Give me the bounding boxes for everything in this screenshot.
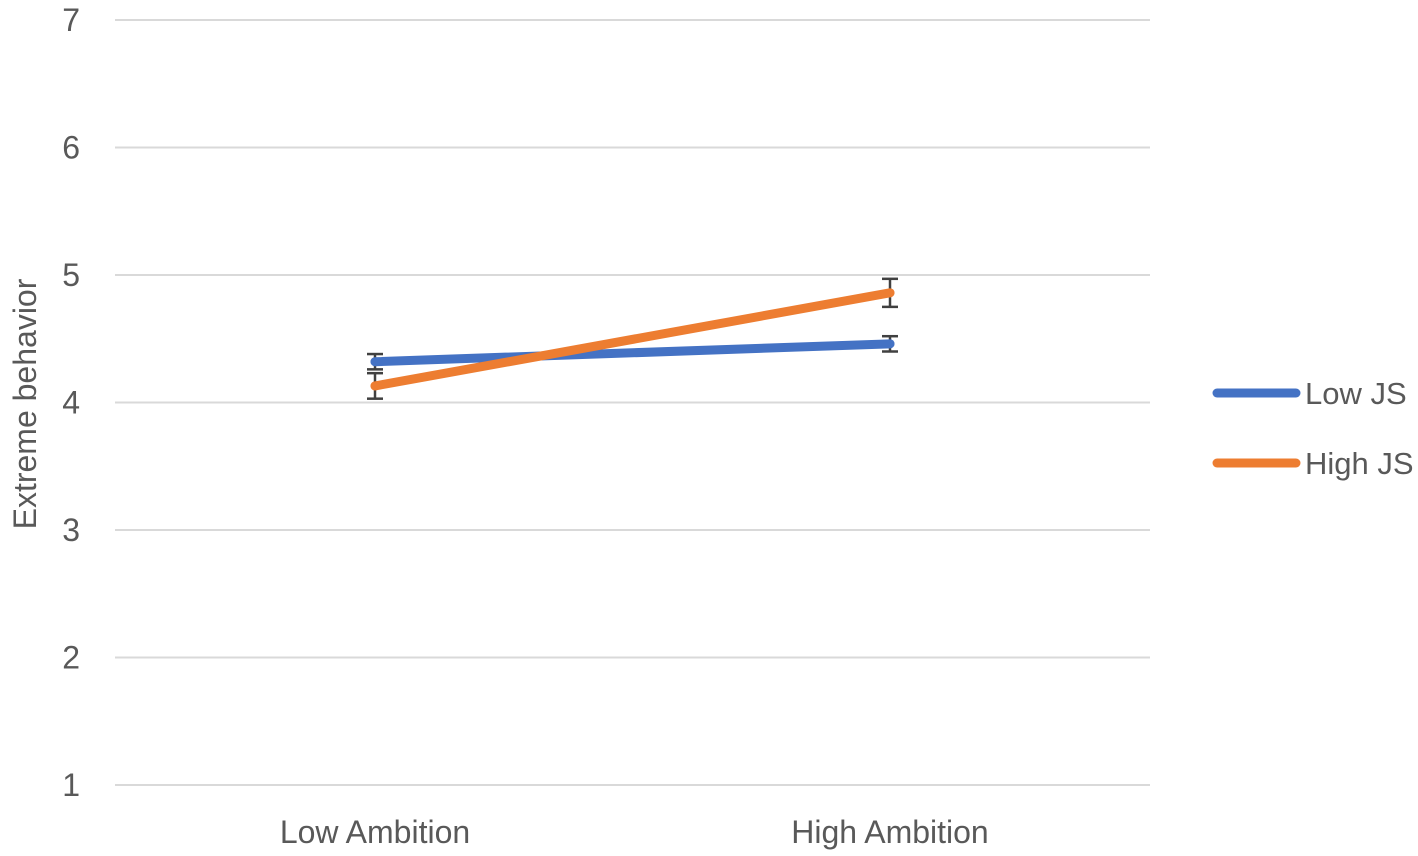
x-tick-label: Low Ambition — [280, 814, 470, 850]
y-tick-label: 7 — [62, 2, 80, 38]
y-axis-ticks: 1 2 3 4 5 6 7 — [62, 2, 80, 803]
y-tick-label: 5 — [62, 257, 80, 293]
y-tick-label: 2 — [62, 640, 80, 676]
gridlines — [115, 19, 1150, 786]
data-point — [885, 288, 895, 298]
legend-label: High JS — [1305, 446, 1414, 481]
series-layer — [367, 277, 898, 400]
data-point — [370, 357, 380, 367]
data-point — [885, 339, 895, 349]
x-tick-label: High Ambition — [791, 814, 988, 850]
data-point — [370, 381, 380, 391]
x-axis-ticks: Low Ambition High Ambition — [280, 814, 989, 850]
series-line — [370, 288, 895, 391]
y-tick-label: 4 — [62, 385, 80, 421]
y-tick-label: 6 — [62, 130, 80, 166]
legend-label: Low JS — [1305, 376, 1407, 411]
series-line — [370, 339, 895, 367]
series-high-js — [367, 277, 898, 400]
legend-item-high-js: High JS — [1212, 446, 1414, 481]
y-tick-label: 3 — [62, 512, 80, 548]
legend-item-low-js: Low JS — [1212, 376, 1407, 411]
y-axis-title: Extreme behavior — [7, 278, 43, 529]
y-tick-label: 1 — [62, 767, 80, 803]
series-low-js — [367, 334, 898, 371]
legend: Low JS High JS — [1212, 376, 1414, 481]
